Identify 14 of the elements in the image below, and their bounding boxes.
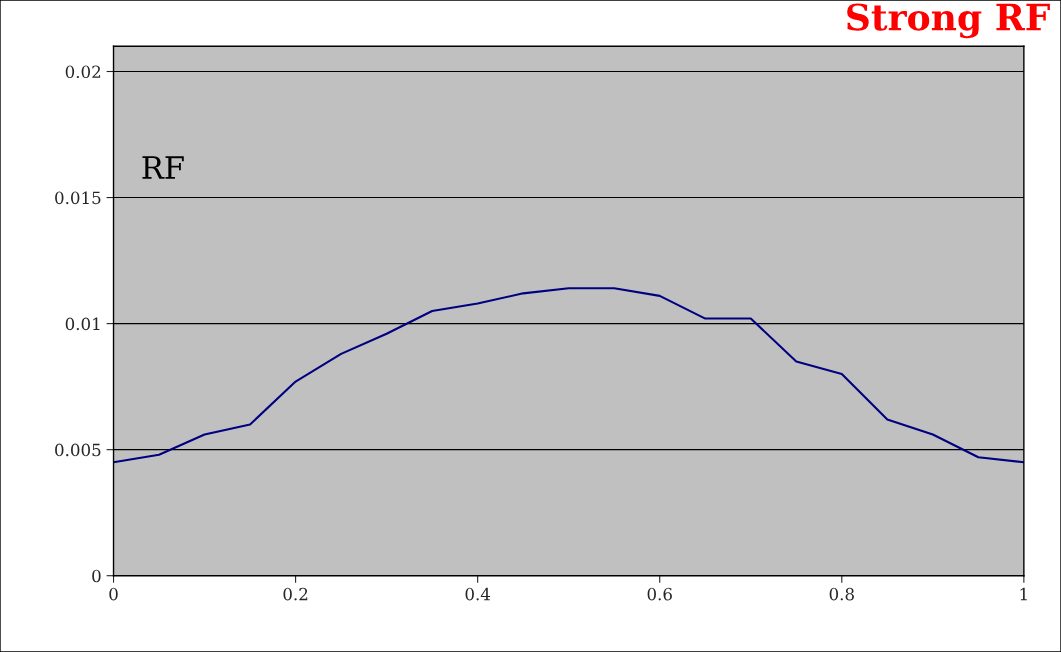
y-tick-label: 0.015 [55,191,101,205]
x-tick-label: 0.2 [283,587,308,601]
annotation: RF [142,156,184,179]
chart-title: Strong RF [847,3,1050,39]
line-series [113,287,1024,464]
y-tick-label: 0 [92,569,101,583]
y-tick-label: 0.005 [55,443,101,457]
y-tick-label: 0.02 [65,65,101,79]
x-tick-label: 0.6 [647,587,672,601]
y-tick-label: 0.01 [65,317,100,331]
x-tick-label: 1 [1020,587,1027,601]
x-tick-label: 0.4 [465,587,491,601]
x-tick-label: 0.8 [829,587,854,601]
x-tick-label: 0 [109,587,118,601]
